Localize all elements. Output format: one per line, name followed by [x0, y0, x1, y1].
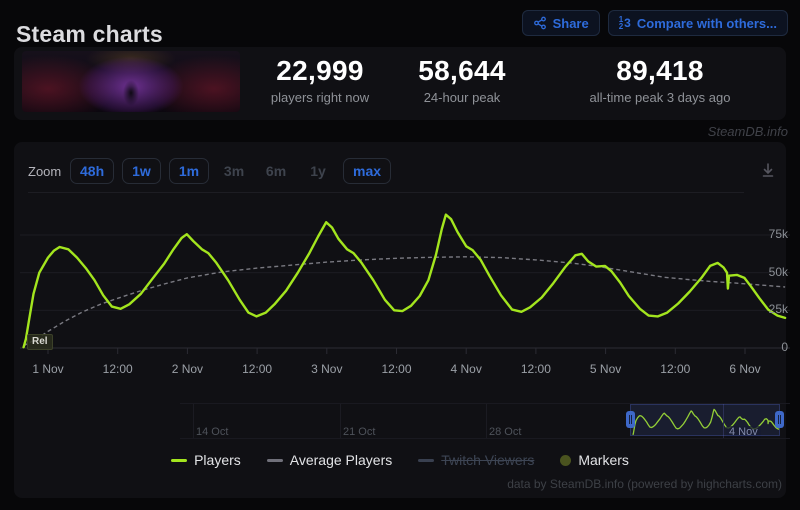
zoom-button-3m: 3m: [217, 158, 251, 184]
x-axis-label: 1 Nov: [32, 362, 64, 376]
legend-label: Markers: [578, 452, 629, 468]
x-axis-label: 3 Nov: [311, 362, 343, 376]
legend-item-players[interactable]: Players: [171, 452, 241, 468]
x-axis-label: 12:00: [381, 362, 412, 376]
stat-block: 22,999 players right now: [220, 55, 420, 105]
legend-swatch: [560, 454, 572, 466]
x-axis-label: 4 Nov: [450, 362, 482, 376]
stat-label: 24-hour peak: [423, 90, 501, 105]
navigator-label: 28 Oct: [489, 426, 522, 438]
legend-item-average-players[interactable]: Average Players: [266, 452, 393, 468]
download-icon[interactable]: [758, 160, 778, 185]
share-button[interactable]: Share: [521, 10, 600, 36]
navigator-right-handle[interactable]: [775, 411, 784, 428]
steamdb-watermark: SteamDB.info: [707, 124, 788, 139]
compare-button-label: Compare with others...: [636, 15, 777, 31]
legend-swatch: [266, 458, 283, 462]
zoom-button-6m: 6m: [259, 158, 293, 184]
x-axis-label: 2 Nov: [171, 362, 204, 376]
navigator-left-handle[interactable]: [626, 411, 635, 428]
y-axis-label: 75k: [768, 226, 788, 241]
stat-label: players right now: [270, 90, 370, 105]
chart-navigator[interactable]: 14 Oct 21 Oct 28 Oct 4 Nov: [180, 403, 790, 439]
release-marker: Rel: [27, 334, 53, 350]
navigator-gridline: [723, 404, 724, 438]
stat-block: 89,418 all-time peak 3 days ago: [560, 55, 760, 105]
x-axis-label: 12:00: [242, 362, 273, 376]
x-axis-label: 12:00: [520, 362, 551, 376]
chart-panel: [14, 142, 786, 498]
zoom-button-48h[interactable]: 48h: [70, 158, 115, 184]
stat-label: all-time peak 3 days ago: [589, 90, 731, 105]
navigator-selection[interactable]: [630, 404, 780, 436]
navigator-gridline: [340, 404, 341, 438]
game-capsule-image[interactable]: [22, 51, 240, 112]
legend-swatch: [418, 458, 435, 462]
navigator-gridline: [193, 404, 194, 438]
stat-value: 22,999: [276, 55, 364, 86]
legend-label: Players: [194, 452, 241, 468]
y-axis-label: 50k: [768, 264, 788, 279]
share-button-label: Share: [552, 15, 589, 31]
stats-panel: 22,999 players right now 58,644 24-hour pea…: [14, 47, 786, 120]
x-axis-label: 6 Nov: [729, 362, 761, 376]
zoom-button-group: 48h 1w 1m 3m 6m 1y max: [70, 158, 392, 184]
zoom-button-1m[interactable]: 1m: [168, 158, 210, 184]
share-icon: [533, 16, 547, 30]
x-axis-label: 12:00: [660, 362, 691, 376]
chart-legend: Players Average Players Twitch Viewers Mark…: [0, 452, 800, 468]
navigator-label: 14 Oct: [196, 426, 229, 438]
toolbar-divider: [28, 192, 744, 193]
legend-label: Average Players: [289, 452, 393, 468]
zoom-button-max[interactable]: max: [343, 158, 392, 184]
x-axis-label: 5 Nov: [589, 362, 622, 376]
navigator-gridline: [486, 404, 487, 438]
page-title: Steam charts: [16, 21, 163, 48]
x-axis-label: 12:00: [102, 362, 133, 376]
stat-value: 89,418: [616, 55, 704, 86]
zoom-button-1y: 1y: [301, 158, 335, 184]
legend-item-markers[interactable]: Markers: [560, 452, 629, 468]
navigator-label: 4 Nov: [726, 426, 761, 438]
stat-block: 58,644 24-hour peak: [362, 55, 562, 105]
chart-credits: data by SteamDB.info (powered by highcha…: [507, 477, 782, 491]
legend-item-twitch-viewers[interactable]: Twitch Viewers: [418, 452, 534, 468]
stat-value: 58,644: [418, 55, 506, 86]
y-axis-label: 0: [781, 340, 788, 354]
legend-swatch: [171, 458, 188, 462]
zoom-label: Zoom: [28, 164, 62, 179]
zoom-button-1w[interactable]: 1w: [122, 158, 161, 184]
y-axis-label: 25k: [768, 302, 788, 317]
legend-label: Twitch Viewers: [441, 452, 535, 468]
navigator-label: 21 Oct: [343, 426, 376, 438]
